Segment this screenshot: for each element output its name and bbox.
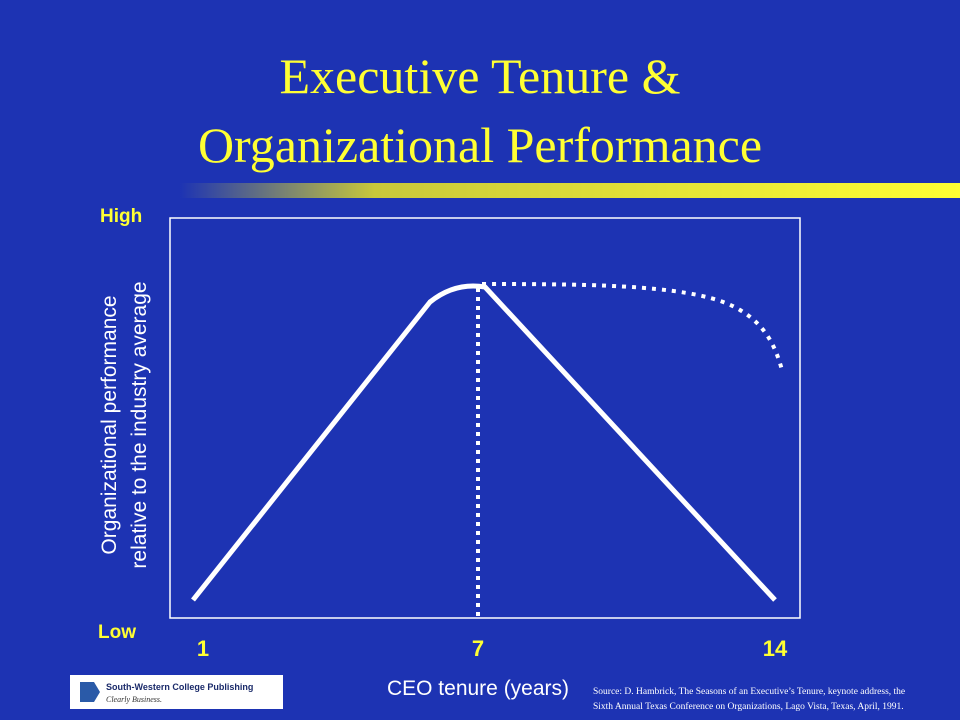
y-low: Low xyxy=(98,622,136,643)
y-label: relative to the industry average xyxy=(128,281,151,568)
logo-mark xyxy=(80,682,100,702)
logo: South-Western College Publishing Clearly… xyxy=(70,675,283,709)
x-tick: 14 xyxy=(763,636,788,661)
accent-bar xyxy=(180,183,960,198)
y-high: High xyxy=(100,206,142,227)
y-label: Organizational performance xyxy=(98,295,121,554)
source: Sixth Annual Texas Conference on Organiz… xyxy=(593,701,904,712)
source: Source: D. Hambrick, The Seasons of an E… xyxy=(593,686,905,697)
logo-name: South-Western College Publishing xyxy=(106,682,253,692)
x-tick: 7 xyxy=(472,636,484,661)
title: Executive Tenure & xyxy=(280,48,681,104)
logo-box xyxy=(70,675,283,709)
title: Organizational Performance xyxy=(198,117,762,173)
x-label: CEO tenure (years) xyxy=(387,677,569,700)
logo-tagline: Clearly Business. xyxy=(106,695,162,704)
performance-curve xyxy=(191,283,777,602)
x-tick: 1 xyxy=(197,636,209,661)
alternative-curve xyxy=(481,282,784,371)
plot-frame xyxy=(169,217,801,619)
